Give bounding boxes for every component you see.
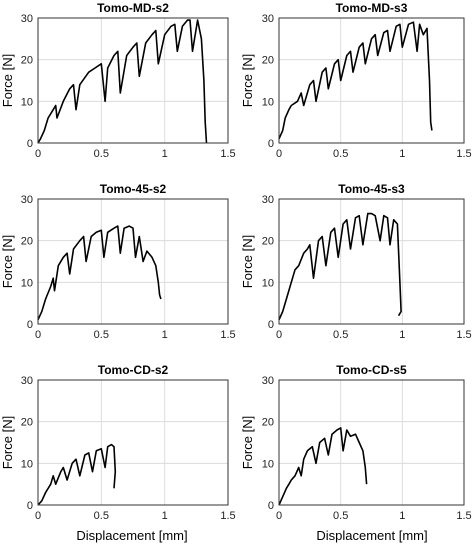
subplot-title: Tomo-MD-s2: [97, 1, 169, 15]
y-tick-label: 0: [27, 319, 33, 331]
subplot-title: Tomo-45-s3: [338, 182, 405, 196]
force-displacement-curve: [37, 19, 208, 144]
subplot-1: 0 0.5 1 1.5 0 10 20 30 Tomo-MD-s2 Force [N]: [0, 1, 236, 160]
y-tick-label: 30: [21, 375, 33, 387]
y-tick-label: 30: [21, 194, 33, 206]
x-tick-label: 1.5: [456, 329, 471, 341]
force-displacement-curve: [278, 21, 433, 140]
x-tick-label: 0: [276, 148, 282, 160]
subplot-title: Tomo-45-s2: [100, 182, 167, 196]
x-tick-label: 1.5: [456, 148, 471, 160]
x-tick-label: 1: [399, 510, 405, 522]
y-tick-label: 20: [21, 236, 33, 248]
force-displacement-curve: [37, 443, 117, 506]
subplot-6: 0 0.5 1 1.5 0 10 20 30 Tomo-CD-s5 Force [N]: [240, 363, 472, 522]
subplot-5: 0 0.5 1 1.5 0 10 20 30 Tomo-CD-s2 Force [N]: [0, 363, 236, 522]
x-tick-label: 1.5: [220, 510, 235, 522]
x-tick-label: 0: [35, 329, 41, 341]
y-tick-label: 30: [262, 13, 274, 25]
subplot-2: 0 0.5 1 1.5 0 10 20 30 Tomo-MD-s3 Force [N]: [240, 1, 472, 160]
y-axis-label: Force [N]: [240, 235, 255, 288]
axes-frame: [37, 17, 229, 144]
y-tick-label: 10: [262, 277, 274, 289]
subplot-4: 0 0.5 1 1.5 0 10 20 30 Tomo-45-s3 Force [N]: [240, 182, 472, 341]
y-axis-label: Force [N]: [0, 54, 15, 107]
y-tick-label: 10: [21, 96, 33, 108]
axes-frame: [278, 198, 465, 325]
y-tick-label: 20: [21, 55, 33, 67]
x-tick-label: 0: [276, 510, 282, 522]
x-tick-label: 1.5: [456, 510, 471, 522]
y-axis-label: Force [N]: [240, 416, 255, 469]
x-tick-label: 0.5: [94, 148, 109, 160]
y-tick-label: 0: [268, 319, 274, 331]
x-tick-label: 0.5: [333, 510, 348, 522]
x-tick-label: 0.5: [94, 510, 109, 522]
x-tick-label: 0: [276, 329, 282, 341]
y-tick-label: 10: [262, 458, 274, 470]
x-tick-label: 1.5: [220, 148, 235, 160]
x-tick-label: 0.5: [94, 329, 109, 341]
x-tick-label: 1: [162, 329, 168, 341]
y-tick-label: 10: [21, 277, 33, 289]
x-tick-label: 0: [35, 148, 41, 160]
y-tick-label: 0: [268, 500, 274, 512]
axes-frame: [278, 379, 465, 506]
force-displacement-curve: [278, 427, 368, 506]
subplot-title: Tomo-CD-s2: [98, 363, 169, 377]
x-tick-label: 0: [35, 510, 41, 522]
x-tick-label: 1.5: [220, 329, 235, 341]
y-axis-label: Force [N]: [0, 416, 15, 469]
subplot-3: 0 0.5 1 1.5 0 10 20 30 Tomo-45-s2 Force [N]: [0, 182, 236, 341]
force-displacement-curve: [278, 212, 402, 321]
y-tick-label: 30: [21, 13, 33, 25]
x-tick-label: 0.5: [333, 329, 348, 341]
x-tick-label: 1: [162, 510, 168, 522]
axes-frame: [278, 17, 465, 144]
y-tick-label: 0: [27, 500, 33, 512]
subplot-title: Tomo-MD-s3: [336, 1, 408, 15]
y-tick-label: 30: [262, 375, 274, 387]
x-tick-label: 1: [399, 148, 405, 160]
figure-xlabel-right: Displacement [mm]: [316, 528, 427, 543]
y-tick-label: 0: [268, 138, 274, 150]
y-tick-label: 20: [262, 417, 274, 429]
x-tick-label: 1: [162, 148, 168, 160]
y-tick-label: 20: [262, 236, 274, 248]
x-tick-label: 1: [399, 329, 405, 341]
y-tick-label: 20: [262, 55, 274, 67]
subplot-title: Tomo-CD-s5: [336, 363, 407, 377]
y-axis-label: Force [N]: [240, 54, 255, 107]
y-tick-label: 20: [21, 417, 33, 429]
axes-frame: [37, 379, 229, 506]
y-tick-label: 30: [262, 194, 274, 206]
figure-xlabel-left: Displacement [mm]: [76, 528, 187, 543]
force-displacement-curve: [37, 225, 162, 321]
y-tick-label: 0: [27, 138, 33, 150]
y-axis-label: Force [N]: [0, 235, 15, 288]
x-tick-label: 0.5: [333, 148, 348, 160]
axes-frame: [37, 198, 229, 325]
y-tick-label: 10: [262, 96, 274, 108]
y-tick-label: 10: [21, 458, 33, 470]
